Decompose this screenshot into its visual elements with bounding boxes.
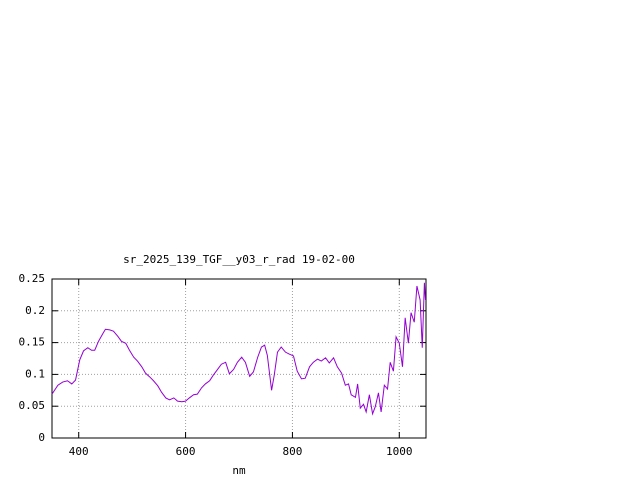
y-tick-label: 0.2 <box>25 304 45 317</box>
y-tick-label: 0 <box>38 431 45 444</box>
x-tick-label: 400 <box>69 445 89 458</box>
x-tick-label: 800 <box>282 445 302 458</box>
plot-border <box>51 278 427 439</box>
y-tick-label: 0.1 <box>25 367 45 380</box>
y-tick-label: 0.25 <box>19 272 46 285</box>
y-tick-label: 0.15 <box>19 336 46 349</box>
data-line <box>51 282 426 416</box>
chart-title: sr_2025_139_TGF__y03_r_rad 19-02-00 <box>123 253 355 266</box>
y-tick-label: 0.05 <box>19 399 46 412</box>
x-axis-label: nm <box>232 464 246 477</box>
x-tick-label: 600 <box>176 445 196 458</box>
x-tick-label: 1000 <box>386 445 413 458</box>
